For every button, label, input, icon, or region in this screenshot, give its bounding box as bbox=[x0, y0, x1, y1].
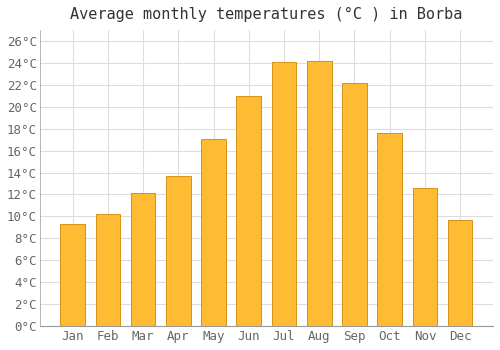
Bar bbox=[307, 61, 332, 326]
Bar bbox=[166, 176, 190, 326]
Bar bbox=[236, 96, 261, 326]
Bar bbox=[131, 193, 156, 326]
Bar bbox=[378, 133, 402, 326]
Bar bbox=[342, 83, 367, 326]
Bar bbox=[96, 214, 120, 326]
Bar bbox=[60, 224, 85, 326]
Bar bbox=[272, 62, 296, 326]
Bar bbox=[448, 219, 472, 326]
Bar bbox=[412, 188, 437, 326]
Title: Average monthly temperatures (°C ) in Borba: Average monthly temperatures (°C ) in Bo… bbox=[70, 7, 462, 22]
Bar bbox=[201, 139, 226, 326]
